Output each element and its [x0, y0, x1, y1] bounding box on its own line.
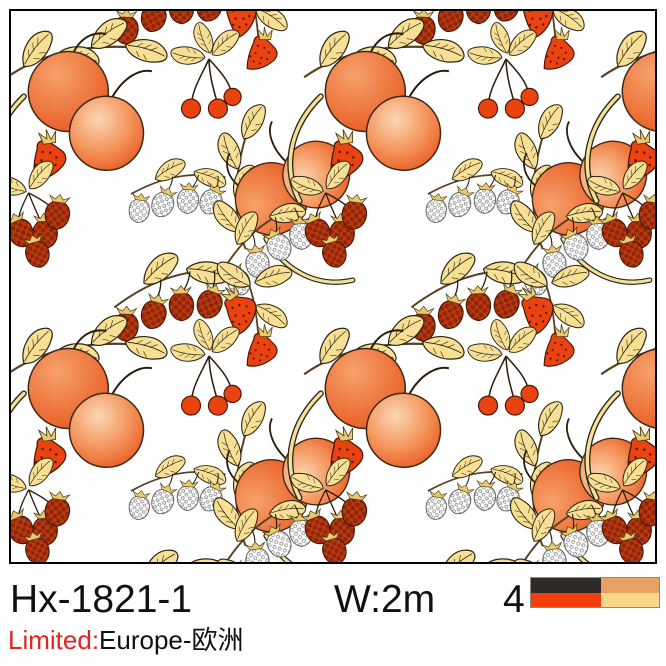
colorway-swatches — [530, 577, 660, 608]
limited-edition-line: Limited:Europe-欧洲 — [8, 626, 244, 655]
limited-label: Limited: — [8, 625, 100, 655]
limited-region: Europe-欧洲 — [99, 625, 244, 655]
product-code: Hx-1821-1 — [10, 578, 193, 621]
swatch-red-orange — [531, 592, 602, 607]
swatch-tan-orange — [601, 578, 659, 593]
swatch-light-yellow — [601, 592, 659, 607]
colorway-count: 4 — [503, 578, 525, 621]
swatch-black — [531, 578, 602, 593]
pattern-preview-frame — [9, 9, 657, 564]
fabric-pattern-illustration — [11, 11, 655, 562]
fabric-width-label: W:2m — [334, 578, 436, 621]
